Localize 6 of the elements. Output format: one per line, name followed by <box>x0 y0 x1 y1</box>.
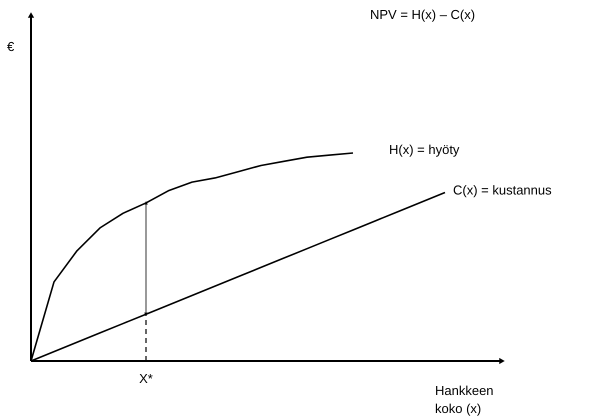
text: NPV = H(x) – C(x) <box>370 7 476 22</box>
annotation: X* <box>139 371 153 386</box>
text: H(x) = hyöty <box>389 142 460 157</box>
x-axis-title: Hankkeen koko (x) <box>435 383 494 416</box>
text: € <box>7 39 15 54</box>
series-label: C(x) = kustannus <box>453 182 552 198</box>
